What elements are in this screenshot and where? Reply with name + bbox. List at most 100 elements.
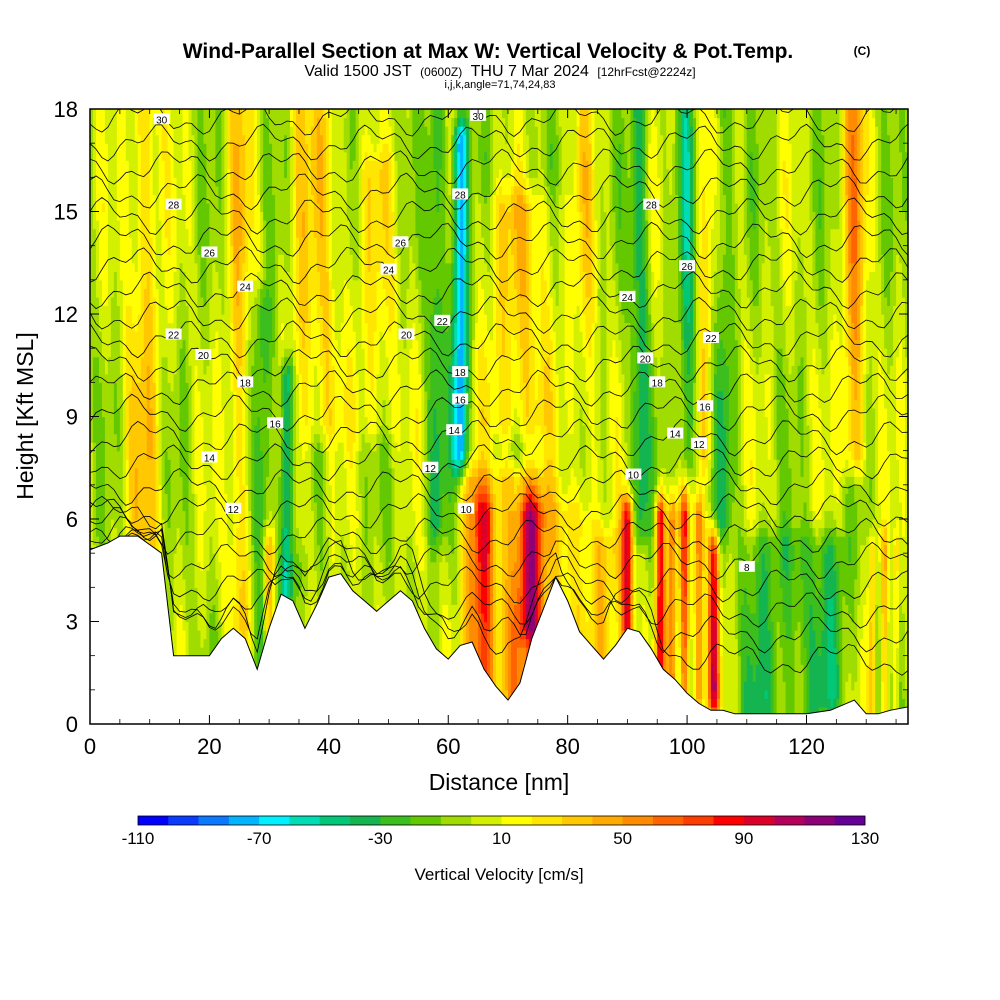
w-cell: [98, 442, 103, 452]
w-cell: [185, 630, 190, 640]
w-cell: [107, 211, 112, 221]
w-cell: [98, 109, 103, 119]
w-cell: [173, 143, 178, 153]
w-cell: [167, 536, 172, 546]
w-cell: [212, 519, 216, 529]
w-cell: [122, 365, 127, 375]
w-cell: [224, 177, 228, 187]
w-cell: [98, 288, 103, 298]
w-cell: [170, 561, 175, 571]
w-cell: [212, 117, 216, 127]
w-cell: [90, 339, 94, 349]
w-cell: [176, 262, 181, 272]
w-cell: [167, 168, 172, 178]
w-cell: [137, 245, 142, 255]
w-cell: [203, 459, 208, 469]
w-cell: [92, 493, 97, 503]
w-cell: [224, 382, 228, 392]
w-cell: [182, 570, 187, 580]
w-cell: [161, 416, 166, 426]
w-cell: [182, 143, 187, 153]
w-cell: [116, 245, 121, 255]
w-cell: [218, 126, 222, 136]
w-cell: [113, 237, 118, 247]
w-cell: [158, 390, 163, 401]
w-cell: [137, 220, 142, 230]
w-cell: [137, 151, 142, 161]
w-cell: [170, 630, 175, 640]
w-cell: [206, 536, 211, 546]
w-cell: [116, 365, 121, 375]
w-cell: [218, 373, 222, 383]
w-cell: [203, 647, 208, 657]
w-cell: [173, 228, 178, 238]
w-cell: [227, 467, 231, 477]
w-cell: [185, 501, 190, 512]
w-cell: [125, 117, 130, 127]
w-cell: [206, 510, 211, 520]
w-cell: [218, 501, 222, 512]
w-cell: [197, 604, 202, 614]
w-cell: [191, 630, 196, 640]
w-cell: [146, 211, 151, 221]
w-cell: [227, 493, 231, 503]
w-cell: [194, 416, 199, 426]
w-cell: [191, 450, 196, 460]
w-cell: [119, 407, 124, 418]
w-cell: [161, 459, 166, 469]
w-cell: [131, 126, 136, 136]
w-cell: [215, 305, 219, 315]
w-cell: [119, 185, 124, 196]
w-cell: [104, 399, 109, 409]
w-cell: [92, 211, 97, 221]
w-cell: [131, 177, 136, 187]
w-cell: [188, 254, 193, 264]
w-cell: [158, 228, 163, 238]
w-cell: [176, 373, 181, 383]
w-cell: [197, 331, 202, 341]
w-cell: [125, 245, 130, 255]
w-cell: [191, 510, 196, 520]
w-cell: [182, 595, 187, 606]
w-cell: [179, 305, 184, 315]
w-cell: [155, 237, 160, 247]
w-cell: [161, 365, 166, 375]
w-cell: [233, 544, 237, 554]
w-cell: [194, 390, 199, 401]
w-cell: [188, 373, 193, 383]
w-cell: [179, 519, 184, 529]
w-cell: [179, 459, 184, 469]
w-cell: [125, 322, 130, 332]
w-cell: [179, 160, 184, 170]
w-cell: [230, 527, 234, 537]
w-cell: [107, 202, 112, 213]
w-cell: [191, 126, 196, 136]
w-cell: [170, 109, 175, 119]
w-cell: [90, 459, 94, 469]
w-cell: [221, 322, 225, 332]
w-cell: [152, 356, 157, 366]
w-cell: [104, 433, 109, 443]
w-cell: [98, 339, 103, 349]
w-cell: [191, 331, 196, 341]
w-cell: [107, 348, 112, 358]
w-cell: [92, 279, 97, 289]
w-cell: [137, 117, 142, 127]
w-cell: [188, 202, 193, 213]
w-cell: [131, 450, 136, 460]
w-cell: [176, 134, 181, 144]
w-cell: [179, 177, 184, 187]
w-cell: [164, 322, 169, 332]
w-cell: [179, 587, 184, 597]
w-cell: [188, 536, 193, 546]
w-cell: [95, 356, 100, 366]
w-cell: [200, 561, 205, 571]
w-cell: [170, 151, 175, 161]
w-cell: [119, 373, 124, 383]
w-cell: [188, 561, 193, 571]
w-cell: [221, 450, 225, 460]
w-cell: [179, 339, 184, 349]
w-cell: [131, 296, 136, 307]
w-cell: [92, 185, 97, 196]
w-cell: [134, 314, 139, 324]
